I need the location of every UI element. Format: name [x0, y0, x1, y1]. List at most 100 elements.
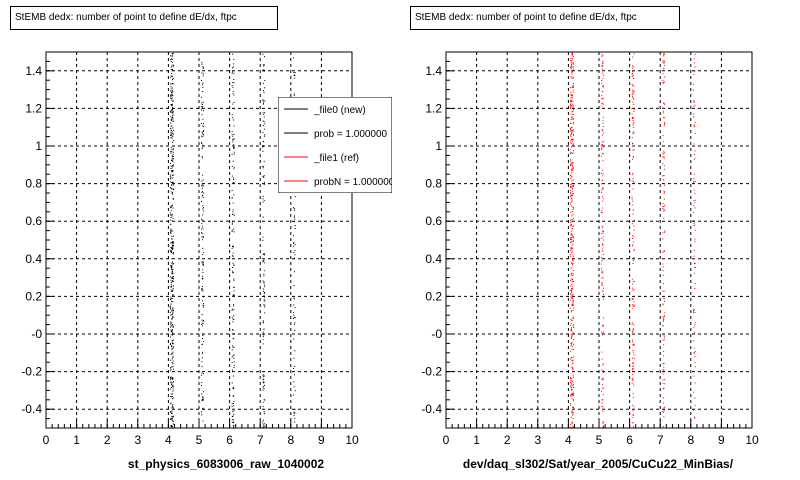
data-point	[694, 282, 696, 284]
data-point	[231, 214, 233, 215]
data-point	[570, 291, 572, 293]
data-point	[202, 183, 204, 185]
x-tick-label: 4	[565, 433, 572, 447]
data-point	[572, 369, 574, 371]
data-point	[602, 421, 604, 423]
data-point	[572, 316, 574, 318]
data-point	[171, 94, 173, 96]
data-point	[570, 198, 572, 200]
data-point	[171, 150, 173, 152]
data-point	[231, 403, 233, 405]
data-point	[171, 188, 173, 190]
data-point	[262, 424, 264, 426]
data-point	[201, 313, 203, 315]
data-point	[233, 108, 235, 110]
data-point	[572, 54, 574, 56]
data-point	[171, 291, 173, 292]
data-point	[172, 278, 173, 279]
data-point	[570, 77, 572, 79]
data-point	[601, 384, 603, 386]
data-point	[662, 232, 664, 234]
data-point	[572, 259, 574, 261]
data-point	[633, 98, 635, 100]
data-point	[663, 53, 665, 55]
data-point	[233, 290, 235, 292]
data-point	[632, 209, 634, 211]
data-point	[570, 101, 572, 103]
data-point	[569, 254, 571, 256]
data-point	[202, 219, 204, 221]
data-point	[171, 247, 173, 249]
data-point	[570, 234, 572, 236]
data-point	[603, 298, 605, 300]
data-point	[570, 386, 572, 388]
data-point	[572, 274, 574, 276]
data-point	[203, 131, 204, 132]
data-point	[172, 158, 174, 160]
data-point	[602, 232, 604, 234]
data-point	[171, 395, 173, 397]
data-point	[172, 325, 174, 327]
data-point	[172, 272, 174, 274]
data-point	[572, 77, 574, 79]
data-point	[570, 426, 571, 428]
data-point	[262, 378, 264, 380]
data-point	[293, 323, 295, 325]
x-tick-label: 0	[43, 433, 50, 447]
data-point	[231, 421, 233, 423]
data-point	[201, 228, 203, 230]
data-point	[171, 393, 173, 395]
data-point	[231, 308, 233, 310]
x-tick-label: 1	[473, 433, 480, 447]
data-point	[572, 103, 574, 105]
x-tick-label: 5	[196, 433, 203, 447]
data-point	[693, 255, 695, 257]
data-point	[571, 366, 573, 368]
data-point	[572, 185, 574, 187]
data-point	[601, 141, 603, 143]
data-point	[233, 153, 235, 155]
data-point	[603, 287, 604, 289]
data-point	[571, 97, 573, 99]
data-point	[694, 309, 695, 311]
data-point	[571, 52, 573, 54]
data-point	[662, 163, 664, 165]
data-point	[202, 351, 204, 353]
data-point	[662, 202, 664, 204]
data-point	[171, 241, 173, 243]
y-tick-label: 1.2	[25, 101, 42, 115]
data-point	[632, 362, 634, 364]
data-point	[172, 55, 174, 57]
data-point	[201, 131, 203, 133]
data-point	[171, 205, 173, 207]
data-point	[231, 316, 233, 318]
data-point	[570, 113, 572, 115]
data-point	[171, 192, 173, 194]
data-point	[171, 137, 173, 139]
data-point	[262, 321, 264, 323]
data-point	[172, 326, 174, 328]
data-point	[601, 271, 603, 273]
data-point	[572, 123, 574, 124]
data-point	[573, 225, 574, 227]
data-point	[232, 272, 234, 274]
data-point	[662, 107, 664, 109]
data-point	[171, 271, 173, 272]
data-point	[233, 421, 235, 423]
data-point	[631, 304, 633, 306]
data-point	[571, 187, 573, 189]
data-point	[694, 238, 696, 240]
data-point	[172, 141, 174, 143]
data-point	[233, 148, 235, 149]
data-point	[633, 304, 635, 306]
data-point	[571, 60, 573, 62]
data-point	[170, 426, 172, 428]
data-point	[572, 152, 574, 154]
data-point	[693, 181, 694, 183]
data-point	[202, 208, 204, 210]
data-point	[662, 426, 664, 427]
data-point	[571, 197, 572, 199]
data-point	[662, 397, 664, 399]
data-point	[571, 138, 573, 140]
data-point	[232, 103, 234, 105]
